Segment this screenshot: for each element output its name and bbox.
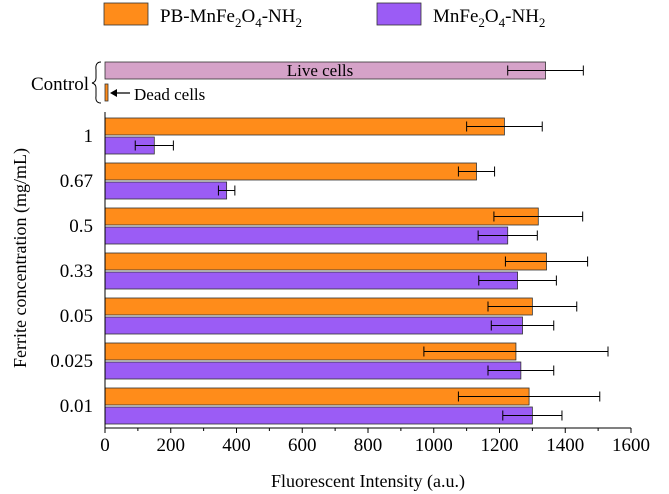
error-bar-mn-0.67 [217,185,236,196]
dead-cells-label: Dead cells [134,85,205,104]
x-axis-title: Fluorescent Intensity (a.u.) [271,471,465,492]
y-tick-label-0.025: 0.025 [50,351,93,372]
x-tick-label-1600: 1600 [612,435,650,456]
error-bar-pb-0.01 [457,391,601,402]
error-bar-pb-0.05 [487,301,578,312]
x-tick-label-400: 400 [222,435,251,456]
y-tick-label-1: 1 [84,126,94,147]
bar-dead-cells [104,83,109,102]
bar-mn-0.05 [104,316,523,335]
legend-mn-swatch [376,2,422,26]
legend-mn-label: MnFe2O4-NH2 [433,6,545,30]
bar-mn-0.67 [104,181,228,200]
error-bar-pb-0.025 [423,346,609,357]
x-tick-label-1400: 1400 [546,435,584,456]
control-brace [91,61,102,104]
x-tick-label-1000: 1000 [415,435,453,456]
y-tick-label-0.05: 0.05 [60,306,93,327]
x-tick-label-600: 600 [288,435,317,456]
x-tick-label-0: 0 [100,435,110,456]
x-tick-label-200: 200 [157,435,186,456]
y-axis-title: Ferrite concentration (mg/mL) [10,148,31,368]
y-tick-label-0.33: 0.33 [60,261,93,282]
legend-pb-label: PB-MnFe2O4-NH2 [160,6,302,30]
error-bar-pb-0.33 [504,256,589,267]
y-tick-label-control: Control [31,74,89,95]
error-bar-mn-0.025 [487,365,555,376]
y-tick-label-0.67: 0.67 [60,171,93,192]
x-tick-label-1200: 1200 [481,435,519,456]
bar-mn-0.33 [104,271,518,290]
error-bar-mn-0.33 [478,275,557,286]
bar-mn-0.01 [104,406,533,425]
control-group: Live cells Dead cells Control [31,61,584,104]
dead-cells-arrow-head [110,89,117,97]
error-bar-pb-0.5 [493,211,584,222]
live-cells-label: Live cells [287,61,354,80]
error-bar-mn-0.05 [490,320,555,331]
error-bar-mn-0.01 [502,410,563,421]
error-bar-pb-0.67 [457,166,496,177]
bar-pb-1 [104,117,505,136]
error-bar-live-cells [507,65,584,76]
bars: 1 0.67 0.5 0.33 0.05 0.025 0.01 [50,117,609,425]
legend-pb-swatch [103,2,149,26]
y-tick-label-0.5: 0.5 [69,216,93,237]
bar-pb-0.33 [104,252,547,271]
error-bar-pb-1 [466,121,543,132]
x-tick-label-800: 800 [354,435,383,456]
bar-pb-0.67 [104,162,477,181]
legend: PB-MnFe2O4-NH2 MnFe2O4-NH2 [103,2,545,30]
bar-mn-0.025 [104,361,522,380]
axes: 0 200 400 600 800 1000 1200 1400 1600 [100,112,650,456]
error-bar-mn-0.5 [477,230,538,241]
bar-pb-0.05 [104,297,533,316]
bar-pb-0.5 [104,207,539,226]
y-tick-label-0.01: 0.01 [60,396,93,417]
bar-mn-0.5 [104,226,509,245]
error-bar-mn-1 [134,140,174,151]
